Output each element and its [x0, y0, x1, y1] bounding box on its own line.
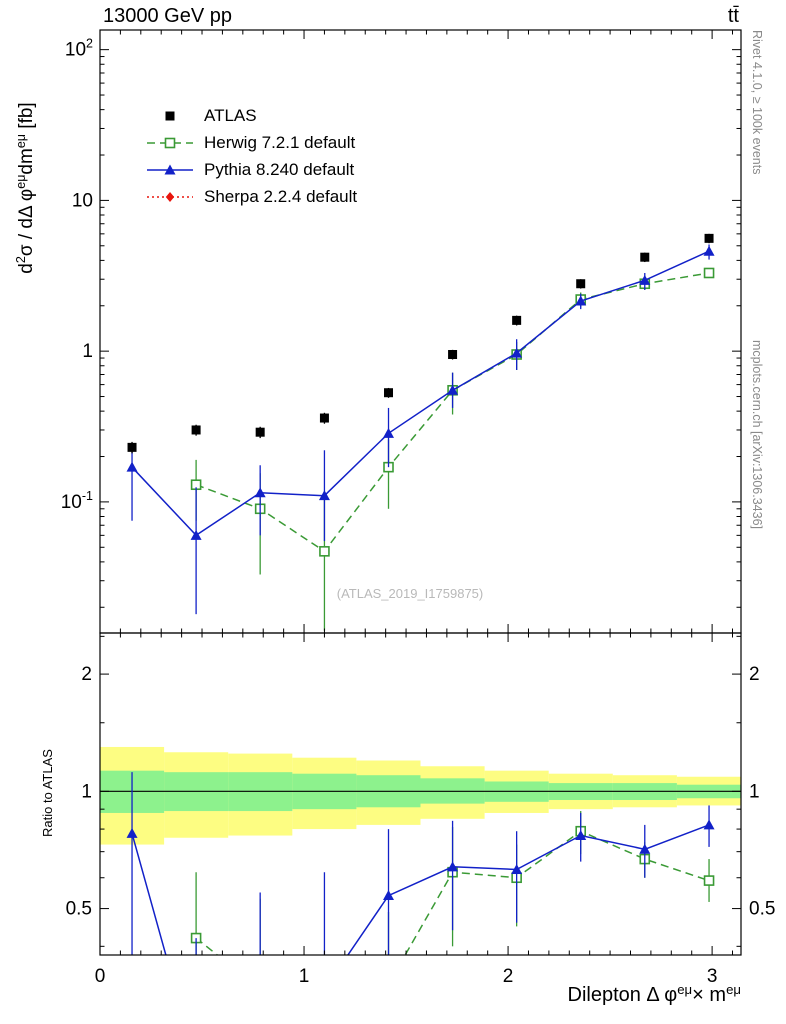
legend: ATLAS Herwig 7.2.1 default Pythia 8.240 …: [146, 102, 357, 210]
svg-text:1: 1: [299, 966, 310, 987]
legend-label-atlas: ATLAS: [204, 105, 257, 125]
svg-text:2: 2: [749, 664, 760, 685]
analysis-id-watermark: (ATLAS_2019_I1759875): [336, 586, 484, 601]
legend-label-herwig: Herwig 7.2.1 default: [204, 132, 356, 152]
legend-label-pythia: Pythia 8.240 default: [204, 159, 355, 179]
y-axis-title-ratio: Ratio to ATLAS: [40, 749, 55, 837]
mcplots-reference-note: mcplots.cern.ch [arXiv:1306.3436]: [750, 340, 764, 529]
svg-text:1: 1: [749, 781, 760, 802]
legend-label-sherpa: Sherpa 2.2.4 default: [204, 186, 358, 206]
svg-text:102: 102: [65, 37, 93, 61]
legend-item-pythia: Pythia 8.240 default: [146, 156, 357, 183]
svg-text:1: 1: [82, 341, 93, 362]
svg-text:1: 1: [81, 781, 92, 802]
sherpa-marker-icon: [147, 191, 193, 202]
svg-text:0: 0: [95, 966, 106, 987]
herwig-marker-icon: [147, 137, 193, 148]
rivet-version-note: Rivet 4.1.0, ≥ 100k events: [750, 30, 764, 175]
svg-text:10: 10: [72, 190, 93, 211]
y-axis-title-main: d2σ / dΔ φeμdmeμ [fb]: [14, 102, 37, 274]
svg-text:2: 2: [81, 664, 92, 685]
x-axis-title: Dilepton Δ φeμ× meμ: [567, 981, 742, 1006]
svg-text:10-1: 10-1: [61, 489, 93, 513]
pythia-marker-icon: [147, 164, 193, 174]
legend-item-sherpa: Sherpa 2.2.4 default: [146, 183, 357, 210]
svg-text:3: 3: [707, 966, 718, 987]
svg-text:2: 2: [503, 966, 514, 987]
svg-text:0.5: 0.5: [749, 899, 775, 920]
svg-text:0.5: 0.5: [66, 899, 92, 920]
plot-title-process: tt̄: [727, 5, 739, 27]
atlas-marker-icon: [165, 111, 175, 120]
legend-item-atlas: ATLAS: [146, 102, 357, 129]
plot-title-beam: 13000 GeV pp: [103, 5, 232, 27]
legend-item-herwig: Herwig 7.2.1 default: [146, 129, 357, 156]
